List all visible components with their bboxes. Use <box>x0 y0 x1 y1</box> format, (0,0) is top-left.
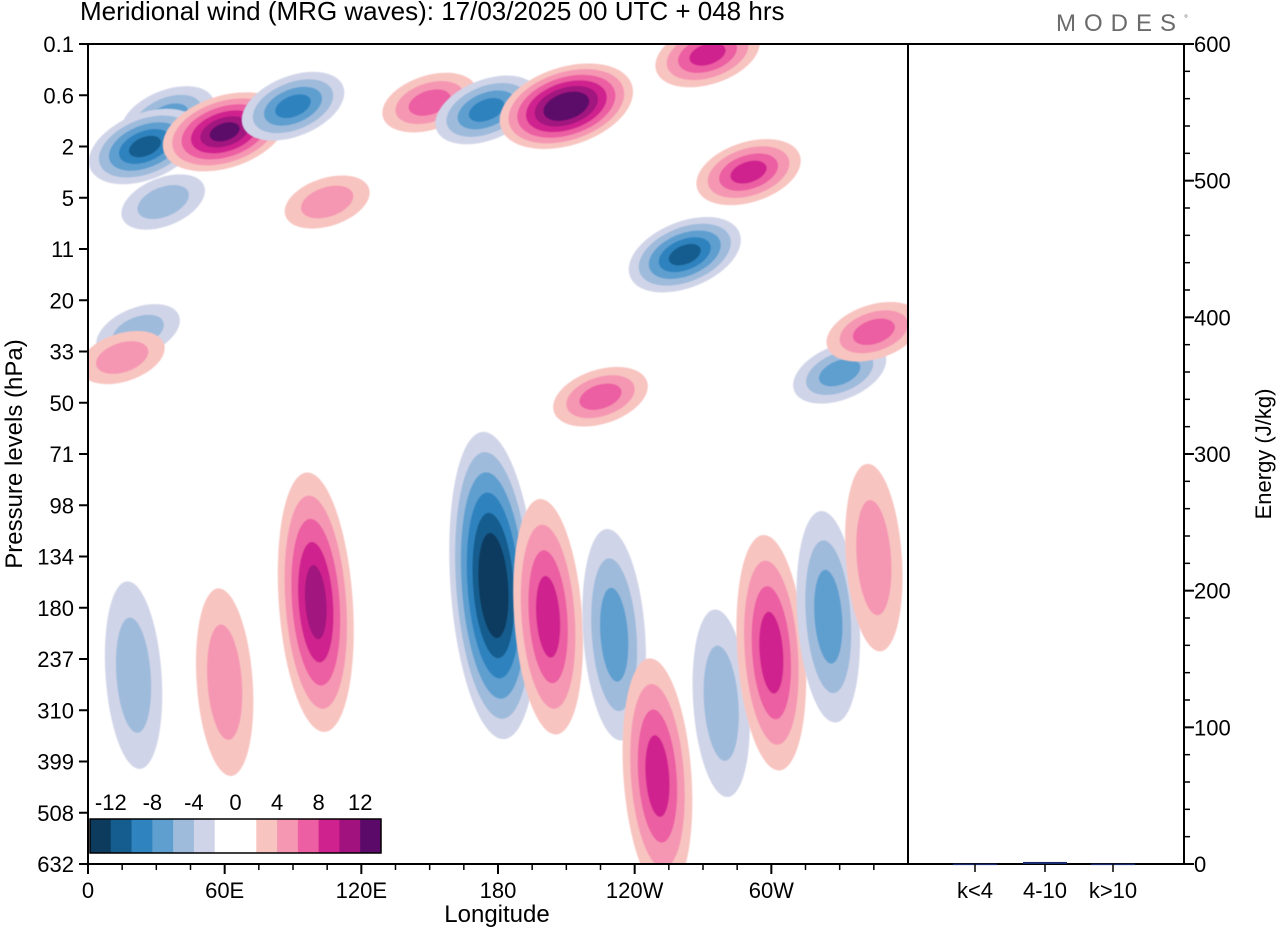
wind-feature <box>546 356 656 438</box>
colorbar-swatch <box>277 819 298 853</box>
colorbar-label: 0 <box>229 790 241 815</box>
energy-panel: 0 100 200 300 400 500 600 k<4 4-10 k>10 <box>908 32 1231 903</box>
y-tick-label: 180 <box>37 596 74 621</box>
wind-feature <box>489 48 644 165</box>
y-tick-label: 310 <box>37 698 74 723</box>
wind-feature <box>190 586 259 777</box>
y-tick-label: 5 <box>62 186 74 211</box>
colorbar-swatch <box>256 819 277 853</box>
chart-figure: Meridional wind (MRG waves): 17/03/2025 … <box>0 0 1280 930</box>
colorbar-legend: -12 -8 -4 0 4 8 12 <box>90 790 381 853</box>
energy-tick-label: 100 <box>1194 715 1231 740</box>
energy-bar <box>1023 862 1067 864</box>
colorbar-label: -4 <box>184 790 204 815</box>
colorbar-swatch <box>152 819 173 853</box>
colorbar-swatch <box>298 819 319 853</box>
y-tick-label: 98 <box>50 493 74 518</box>
colorbar-label: -12 <box>95 790 127 815</box>
y-tick-label: 71 <box>50 442 74 467</box>
x-tick-label: 0 <box>82 878 94 903</box>
x-tick-label: 60E <box>205 878 244 903</box>
colorbar-label: 4 <box>271 790 283 815</box>
wind-feature <box>647 9 768 99</box>
colorbar-swatch <box>236 819 257 853</box>
energy-category-label: k>10 <box>1089 878 1137 903</box>
colorbar-swatch <box>194 819 215 853</box>
colorbar-swatch <box>319 819 340 853</box>
colorbar-label: 8 <box>312 790 324 815</box>
energy-tick-label: 200 <box>1194 579 1231 604</box>
colorbar-swatch <box>215 819 236 853</box>
x-tick-label: 120W <box>606 878 664 903</box>
energy-tick-label: 500 <box>1194 169 1231 194</box>
y-tick-label: 20 <box>50 288 74 313</box>
wind-feature <box>688 127 809 217</box>
colorbar-swatch <box>173 819 194 853</box>
colorbar-swatch <box>90 819 111 853</box>
y-tick-label: 0.6 <box>43 83 74 108</box>
wind-feature <box>99 579 168 770</box>
y-tick-label: 399 <box>37 750 74 775</box>
chart-canvas: 0.1 0.6 2 5 11 20 33 50 71 98 134 180 237 310 399 508 63… <box>0 0 1280 930</box>
x-tick-label: 60W <box>749 878 794 903</box>
colorbar-label: -8 <box>143 790 163 815</box>
longitude-axis: 0 60E 120E 180 120W 60W <box>82 864 874 903</box>
energy-tick-label: 300 <box>1194 442 1231 467</box>
y-tick-label: 508 <box>37 801 74 826</box>
y-tick-label: 11 <box>51 237 74 262</box>
wind-feature <box>278 166 377 239</box>
x-tick-label: 120E <box>336 878 387 903</box>
y-tick-label: 237 <box>37 647 74 672</box>
x-axis-label: Longitude <box>444 901 549 928</box>
wind-field <box>73 9 929 896</box>
energy-tick-label: 400 <box>1194 305 1231 330</box>
y-tick-label: 0.1 <box>43 32 74 57</box>
colorbar-label: 12 <box>348 790 372 815</box>
y-tick-label: 33 <box>50 340 74 365</box>
y-axis-label: Pressure levels (hPa) <box>1 339 28 568</box>
colorbar-swatch <box>360 819 381 853</box>
y-tick-label: 632 <box>37 852 74 877</box>
colorbar-swatch <box>111 819 132 853</box>
y-tick-label: 2 <box>62 135 74 160</box>
energy-category-label: k<4 <box>957 878 993 903</box>
y-tick-label: 134 <box>37 545 74 570</box>
energy-tick-label: 0 <box>1194 852 1206 877</box>
pressure-axis: 0.1 0.6 2 5 11 20 33 50 71 98 134 180 237 310 399 508 63… <box>37 32 88 877</box>
wind-feature <box>270 470 362 735</box>
x-tick-label: 180 <box>480 878 517 903</box>
energy-axis-label: Energy (J/kg) <box>1251 389 1276 520</box>
energy-category-label: 4-10 <box>1023 878 1067 903</box>
y-tick-label: 50 <box>50 391 74 416</box>
colorbar-swatch <box>132 819 153 853</box>
colorbar-swatch <box>339 819 360 853</box>
wind-feature <box>618 202 752 307</box>
energy-tick-label: 600 <box>1194 32 1231 57</box>
